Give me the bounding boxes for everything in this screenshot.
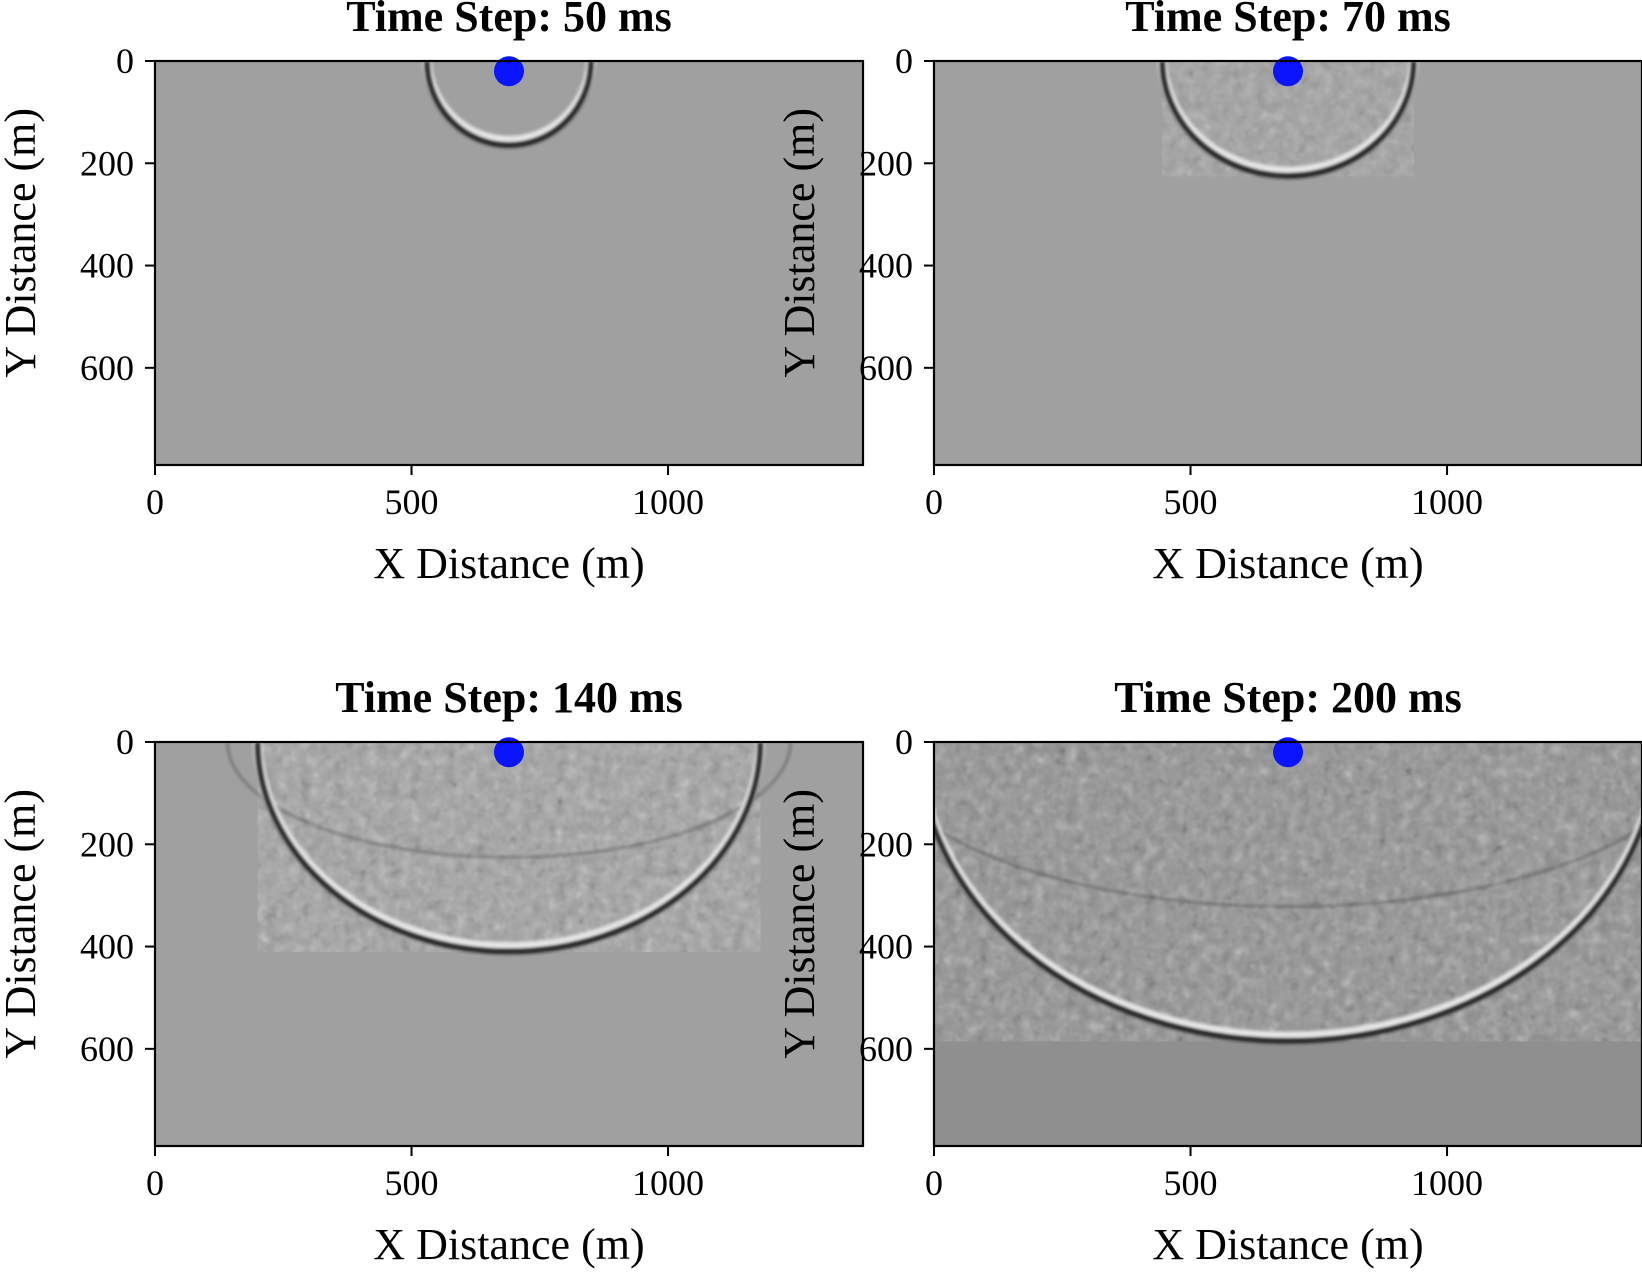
wavefront [255, 742, 763, 955]
wavefront [934, 819, 1642, 1044]
x-tick-label: 1000 [632, 1163, 704, 1203]
wavefront [424, 61, 594, 148]
axes-frame [932, 740, 1642, 1148]
head-wave [226, 742, 792, 859]
source-marker [494, 737, 524, 768]
heatmap-background [155, 61, 863, 465]
scattered-wavefield-texture [934, 742, 1642, 1041]
subplot-title: Time Step: 70 ms [1125, 0, 1451, 41]
x-tick-label: 500 [1164, 482, 1218, 522]
y-tick-label: 0 [116, 41, 134, 81]
subplot-title: Time Step: 200 ms [1114, 673, 1462, 722]
x-tick-label: 1000 [1411, 1163, 1483, 1203]
y-tick-label: 400 [859, 927, 913, 967]
x-axis-label: X Distance (m) [1152, 539, 1423, 588]
y-tick-label: 200 [859, 824, 913, 864]
y-axis-label: Y Distance (m) [0, 789, 45, 1059]
axes-frame [932, 59, 1642, 467]
y-tick-label: 0 [895, 41, 913, 81]
x-axis-label: X Distance (m) [1152, 1220, 1423, 1269]
y-tick-label: 600 [80, 348, 134, 388]
y-axis-label: Y Distance (m) [775, 789, 824, 1059]
x-tick-label: 1000 [632, 482, 704, 522]
wavefront-halo [253, 742, 765, 952]
y-tick-label: 600 [80, 1029, 134, 1069]
wavefront [1159, 61, 1417, 179]
x-tick-label: 500 [385, 1163, 439, 1203]
head-wave [934, 825, 1642, 908]
y-axis-label: Y Distance (m) [0, 108, 45, 378]
x-tick-label: 0 [925, 1163, 943, 1203]
subplot-1: 0 500 1000 0 200 400 600 Time Step: 50 ms X Dist… [0, 0, 865, 588]
x-axis-label: X Distance (m) [373, 539, 644, 588]
y-tick-label: 200 [80, 824, 134, 864]
y-tick-label: 400 [859, 246, 913, 286]
axes-frame [153, 740, 865, 1148]
y-tick-label: 600 [859, 1029, 913, 1069]
source-marker [1273, 737, 1303, 768]
y-tick-label: 200 [859, 143, 913, 183]
subplot-2: 0 500 1000 0 200 400 600 Time Step: 70 ms X Dist… [775, 0, 1642, 588]
scattered-wavefield-texture [1162, 61, 1414, 176]
subplot-4: 0 500 1000 0 200 400 600 Time Step: 200 ms X Dis… [775, 673, 1642, 1269]
y-tick-label: 600 [859, 348, 913, 388]
x-tick-label: 500 [385, 482, 439, 522]
x-tick-label: 1000 [1411, 482, 1483, 522]
y-tick-label: 0 [116, 722, 134, 762]
x-tick-label: 0 [925, 482, 943, 522]
source-marker [494, 56, 524, 87]
scattered-wavefield-texture [257, 742, 761, 952]
y-tick-label: 400 [80, 927, 134, 967]
y-tick-label: 200 [80, 143, 134, 183]
y-tick-label: 400 [80, 246, 134, 286]
subplot-3: 0 500 1000 0 200 400 600 Time Step: 140 ms X Dis… [0, 673, 865, 1269]
x-tick-label: 0 [146, 482, 164, 522]
wavefront-halo [934, 807, 1642, 1041]
axes-frame [153, 59, 865, 467]
y-axis-label: Y Distance (m) [775, 108, 824, 378]
y-tick-label: 0 [895, 722, 913, 762]
source-marker [1273, 56, 1303, 87]
x-tick-label: 0 [146, 1163, 164, 1203]
x-tick-label: 500 [1164, 1163, 1218, 1203]
subplot-title: Time Step: 50 ms [346, 0, 672, 41]
x-axis-label: X Distance (m) [373, 1220, 644, 1269]
subplot-title: Time Step: 140 ms [335, 673, 683, 722]
